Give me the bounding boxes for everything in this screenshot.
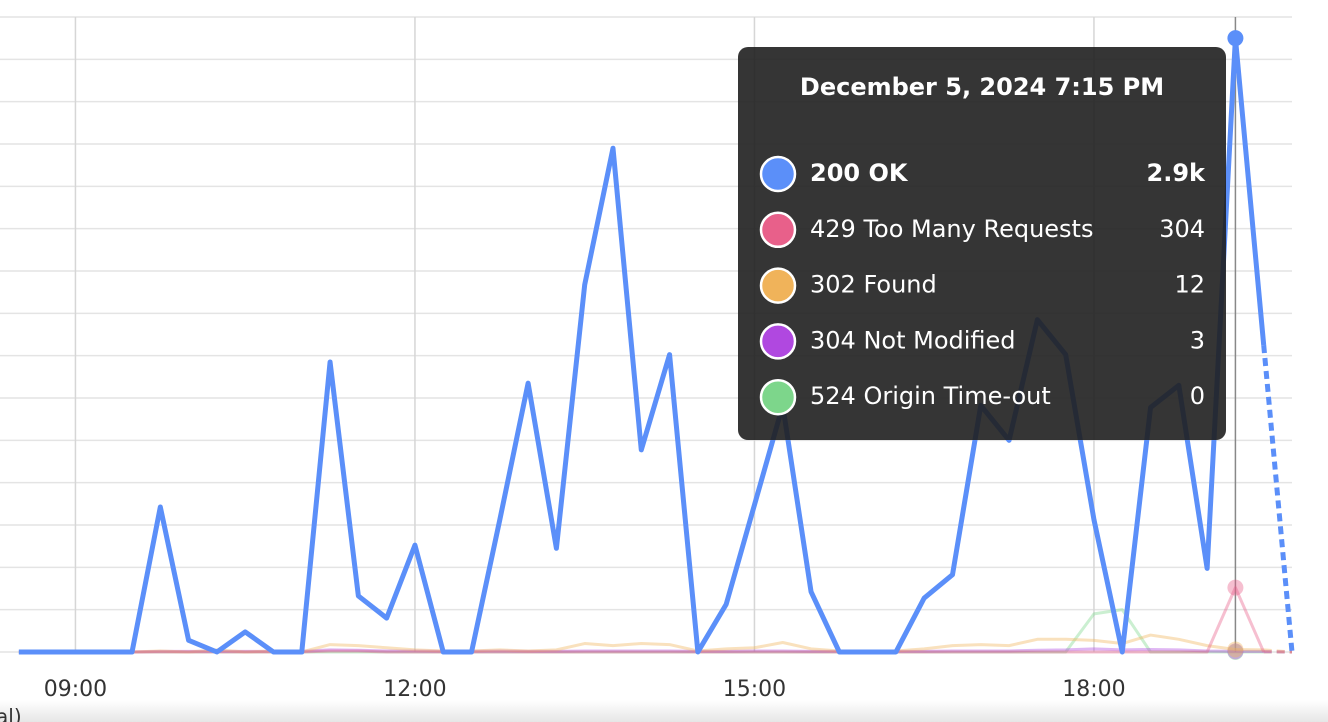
series-line-incomplete [1263, 648, 1293, 654]
series-line [18, 633, 1264, 654]
footer-bg [0, 700, 1328, 722]
series-line-incomplete [1263, 649, 1293, 654]
tooltip-value: 304 [1159, 215, 1205, 243]
tooltip-swatch [759, 155, 797, 193]
tooltip-value: 2.9k [1147, 159, 1207, 187]
hover-dot [1227, 643, 1244, 660]
tooltip-swatch [759, 267, 797, 304]
tooltip-value: 0 [1190, 382, 1205, 410]
series-line [18, 647, 1264, 654]
series-line [18, 608, 1264, 654]
tooltip-series-name: 302 Found [810, 271, 937, 299]
hover-dot [1227, 641, 1244, 658]
tooltip-series-name: 429 Too Many Requests [810, 215, 1093, 243]
hover-dot [1227, 644, 1244, 660]
series-line [18, 586, 1266, 654]
tooltip-swatch [759, 378, 797, 416]
tooltip-value: 3 [1190, 326, 1205, 354]
tooltip-bg [738, 47, 1226, 440]
x-tick-label: 09:00 [44, 677, 107, 702]
tooltip: December 5, 2024 7:15 PM 200 OK 2.9k 429 To… [738, 47, 1226, 440]
x-tick-label: 12:00 [383, 677, 446, 702]
footer-text: al) [0, 705, 22, 722]
x-tick-label: 15:00 [723, 677, 786, 702]
tooltip-series-name: 524 Origin Time-out [810, 382, 1051, 410]
tooltip-value: 12 [1174, 271, 1205, 299]
series-line-incomplete [1261, 344, 1295, 653]
hover-dot [1227, 579, 1244, 596]
tooltip-swatch [759, 211, 797, 249]
x-tick-label: 18:00 [1062, 677, 1125, 702]
tooltip-series-name: 200 OK [810, 159, 909, 187]
tooltip-series-name: 304 Not Modified [810, 326, 1016, 354]
tooltip-swatch [759, 323, 797, 360]
tooltip-title: December 5, 2024 7:15 PM [800, 73, 1164, 101]
hover-dot [1227, 30, 1244, 47]
